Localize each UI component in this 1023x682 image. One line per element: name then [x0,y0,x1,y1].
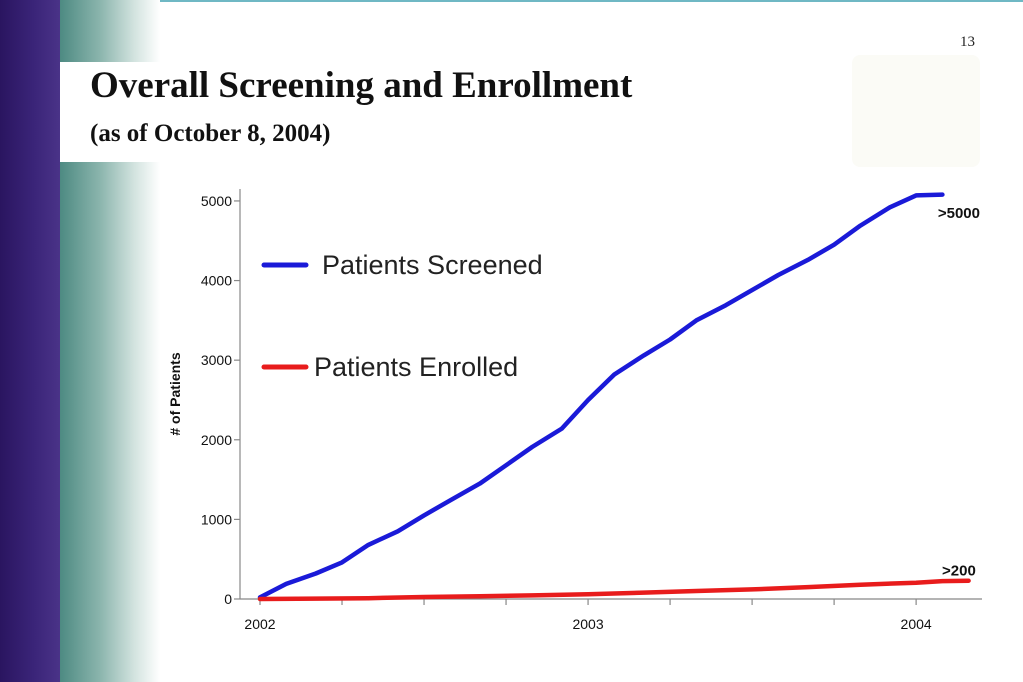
legend-label-enrolled: Patients Enrolled [314,352,518,382]
x-tick-label: 2003 [572,616,603,632]
slide-subtitle: (as of October 8, 2004) [90,120,331,147]
page-number: 13 [960,34,975,50]
slide-title: Overall Screening and Enrollment [90,65,633,106]
sidebar-gap [60,62,160,162]
y-tick-label: 1000 [201,511,232,527]
sidebar-purple-bar [0,0,60,682]
y-tick-label: 2000 [201,432,232,448]
y-tick-label: 4000 [201,273,232,289]
y-tick-label: 3000 [201,352,232,368]
sidebar-teal-gradient [60,0,160,682]
series-line-screened [257,192,945,600]
x-tick-label: 2002 [244,616,275,632]
y-tick-label: 5000 [201,193,232,209]
y-tick-label: 0 [224,591,232,607]
annotation-label: >5000 [938,205,980,222]
y-axis-title: # of Patients [167,352,183,435]
top-accent-line [160,0,1023,2]
annotation-label: >200 [942,562,976,579]
legend-label-screened: Patients Screened [322,250,543,280]
watermark-logo [852,55,980,167]
x-tick-label: 2004 [901,616,932,632]
patients-line-chart: 0 1000 2000 3000 4000 5000 2002 2003 2004 # of Pa… [167,189,982,632]
series-line-enrolled [257,578,971,602]
